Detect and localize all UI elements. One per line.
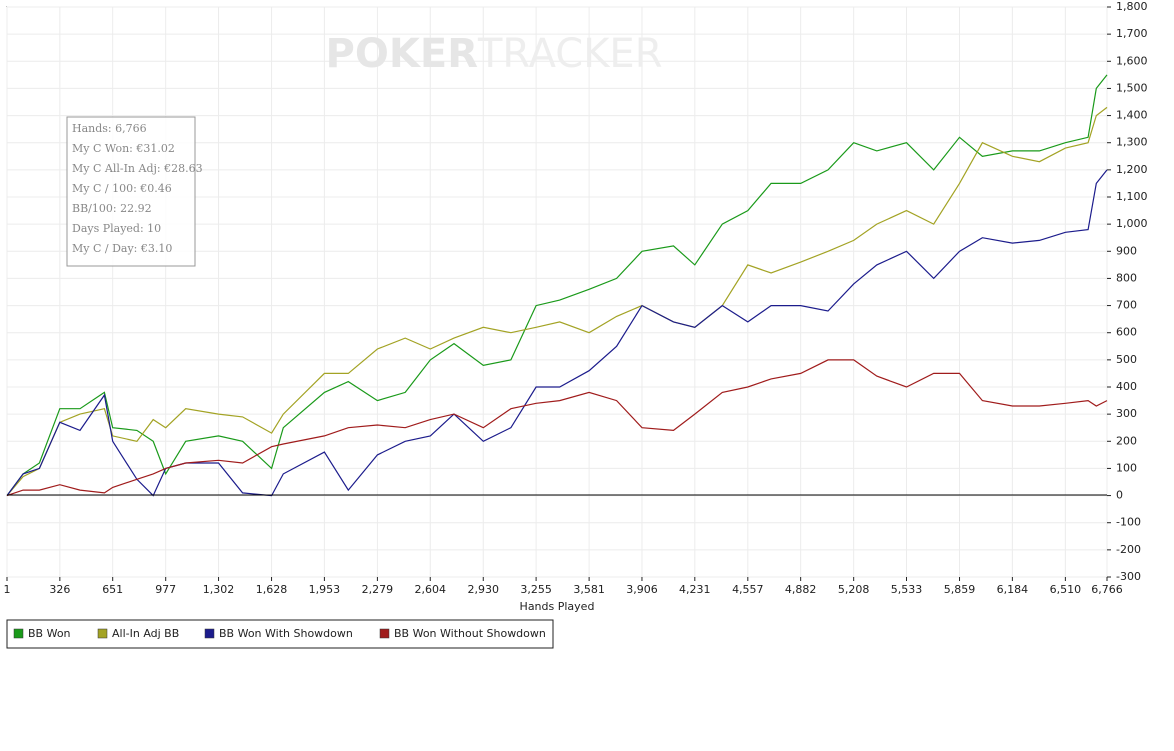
lines <box>6 74 1108 497</box>
series-line <box>6 74 1108 496</box>
x-tick-label: 977 <box>155 583 176 596</box>
y-tick-label: 1,800 <box>1116 0 1148 13</box>
y-tick-label: 1,100 <box>1116 190 1148 203</box>
x-tick-label: 5,859 <box>944 583 976 596</box>
x-tick-label: 5,533 <box>891 583 923 596</box>
x-tick-label: 2,279 <box>362 583 394 596</box>
series-line <box>6 106 1108 496</box>
legend-label: BB Won With Showdown <box>219 627 353 640</box>
series-line <box>6 169 1108 497</box>
legend-label: BB Won <box>28 627 71 640</box>
y-tick-label: 400 <box>1116 380 1137 393</box>
legend-swatch <box>97 628 108 639</box>
y-tick-label: 0 <box>1116 489 1123 502</box>
y-tick-label: -300 <box>1116 570 1141 583</box>
x-tick-label: 1,302 <box>203 583 235 596</box>
stat-line: BB/100: 22.92 <box>72 202 152 215</box>
y-tick-label: 1,200 <box>1116 163 1148 176</box>
x-tick-label: 326 <box>49 583 70 596</box>
y-tick-label: 1,700 <box>1116 27 1148 40</box>
x-tick-label: 4,231 <box>679 583 711 596</box>
legend: BB Won All-In Adj BB BB Won With Showdown B… <box>6 619 554 649</box>
stat-line: Days Played: 10 <box>72 222 161 235</box>
x-tick-label: 5,208 <box>838 583 870 596</box>
x-tick-label: 3,906 <box>626 583 658 596</box>
y-tick-label: 1,500 <box>1116 81 1148 94</box>
y-tick-label: 600 <box>1116 326 1137 339</box>
x-tick-label: 6,184 <box>997 583 1029 596</box>
grid <box>6 6 1108 578</box>
stat-line: My C All-In Adj: €28.63 <box>72 162 203 175</box>
stat-line: My C / Day: €3.10 <box>72 242 172 255</box>
watermark: TRACKER <box>477 31 663 77</box>
y-tick-label: 800 <box>1116 271 1137 284</box>
x-tick-label: 2,930 <box>468 583 500 596</box>
x-tick-label: 2,604 <box>415 583 447 596</box>
stats-box: Hands: 6,766 My C Won: €31.02 My C All-In … <box>66 116 203 267</box>
x-tick-label: 1,628 <box>256 583 288 596</box>
x-tick-label: 1,953 <box>309 583 341 596</box>
y-tick-label: 100 <box>1116 461 1137 474</box>
y-tick-label: 200 <box>1116 434 1137 447</box>
x-tick-label: 4,557 <box>732 583 764 596</box>
y-tick-label: -100 <box>1116 516 1141 529</box>
watermark: POKER <box>326 31 478 77</box>
stat-line: My C / 100: €0.46 <box>72 182 172 195</box>
legend-swatch <box>204 628 215 639</box>
stats-frame <box>66 116 196 267</box>
x-tick-label: 3,255 <box>520 583 552 596</box>
y-tick-label: 1,600 <box>1116 54 1148 67</box>
series-line <box>6 359 1108 497</box>
y-tick-label: 500 <box>1116 353 1137 366</box>
y-tick-label: 1,000 <box>1116 217 1148 230</box>
legend-swatch <box>379 628 390 639</box>
x-tick-label: 6,510 <box>1050 583 1082 596</box>
y-tick-label: -200 <box>1116 543 1141 556</box>
x-tick-label: 6,766 <box>1091 583 1123 596</box>
x-axis-label: Hands Played <box>520 600 595 613</box>
legend-label: BB Won Without Showdown <box>394 627 546 640</box>
legend-label: All-In Adj BB <box>112 627 179 640</box>
y-tick-label: 1,300 <box>1116 136 1148 149</box>
y-tick-label: 700 <box>1116 299 1137 312</box>
x-tick-label: 1 <box>4 583 11 596</box>
x-tick-label: 3,581 <box>573 583 605 596</box>
stat-line: My C Won: €31.02 <box>72 142 175 155</box>
legend-swatch <box>13 628 24 639</box>
plot-frame <box>6 6 1108 578</box>
y-tick-label: 300 <box>1116 407 1137 420</box>
stat-line: Hands: 6,766 <box>72 122 147 135</box>
x-tick-label: 4,882 <box>785 583 817 596</box>
x-tick-label: 651 <box>102 583 123 596</box>
y-tick-label: 900 <box>1116 244 1137 257</box>
y-tick-label: 1,400 <box>1116 109 1148 122</box>
